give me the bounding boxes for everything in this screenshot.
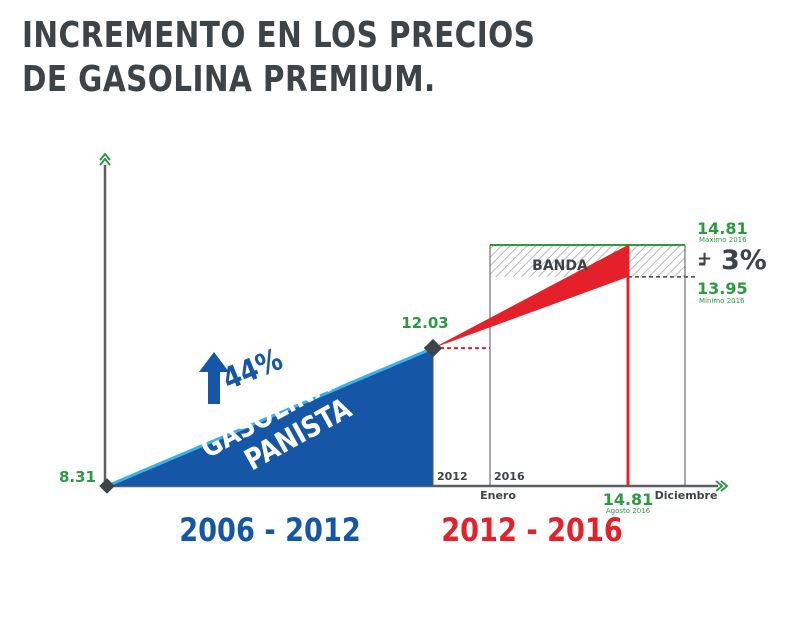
band-pct-minus: -: [698, 251, 706, 275]
label-8-31: 8.31: [59, 468, 96, 486]
x-label-agosto-value: 14.81: [603, 490, 654, 509]
period-label-2006-2012: 2006 - 2012: [179, 512, 361, 550]
point-12-03: [423, 338, 443, 358]
title-line-1: INCREMENTO EN LOS PRECIOS: [22, 15, 536, 56]
increase-percent: 44%: [218, 341, 288, 397]
x-label-2016: 2016: [494, 470, 525, 483]
x-label-agosto-caption: Agosto 2016: [606, 507, 651, 515]
title-line-2: DE GASOLINA PREMIUM.: [22, 59, 436, 100]
period-label-2012-2016: 2012 - 2016: [441, 512, 623, 550]
band-max-value: 14.81: [697, 219, 748, 238]
band-label: BANDA: [532, 258, 588, 274]
page-title: INCREMENTO EN LOS PRECIOS DE GASOLINA PR…: [22, 14, 535, 102]
label-12-03: 12.03: [401, 314, 448, 332]
x-label-diciembre: Diciembre: [655, 489, 718, 502]
x-label-enero: Enero: [480, 489, 516, 502]
band-min-caption: Mínimo 2016: [699, 297, 745, 305]
band-max-caption: Máximo 2016: [699, 236, 747, 244]
x-label-2012: 2012: [437, 470, 468, 483]
increase-2012-2016-area: [433, 245, 628, 349]
y-axis-arrow-icon: [99, 152, 111, 166]
band-pct-plus: +: [697, 248, 712, 269]
gasolinazo-edge: [106, 346, 434, 488]
x-axis-arrow-icon: [715, 480, 729, 492]
band-pct-value: 3%: [721, 245, 767, 276]
point-8-31: [99, 478, 115, 494]
arrow-up-icon: [199, 352, 229, 404]
band-min-value: 13.95: [697, 279, 748, 298]
